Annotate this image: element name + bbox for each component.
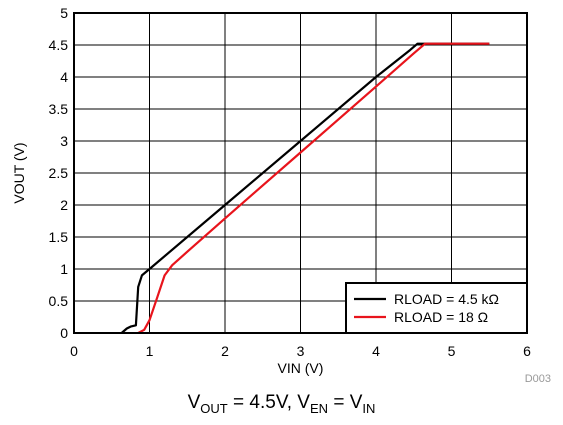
y-axis-tick-labels: 0 0.5 1 1.5 2 2.5 3 3.5 4 4.5 5 bbox=[49, 5, 69, 341]
x-tick-label: 2 bbox=[221, 343, 229, 359]
y-tick-label: 2 bbox=[60, 197, 68, 213]
chart-caption: VOUT = 4.5V, VEN = VIN bbox=[0, 392, 563, 416]
y-axis-title: VOUT (V) bbox=[11, 142, 27, 203]
y-tick-label: 4 bbox=[60, 69, 68, 85]
legend-label-1: RLOAD = 4.5 kΩ bbox=[394, 291, 499, 307]
series-layer bbox=[120, 42, 490, 334]
caption-sub-en: EN bbox=[309, 400, 329, 416]
y-tick-label: 0.5 bbox=[49, 293, 69, 309]
series-line-2 bbox=[137, 42, 490, 334]
caption-v1: V bbox=[187, 392, 201, 413]
y-tick-label: 1.5 bbox=[49, 229, 69, 245]
caption-sub-out: OUT bbox=[200, 400, 228, 416]
x-axis-tick-labels: 0 1 2 3 4 5 6 bbox=[70, 343, 531, 359]
x-tick-label: 6 bbox=[523, 343, 531, 359]
legend: RLOAD = 4.5 kΩ RLOAD = 18 Ω bbox=[345, 282, 528, 334]
figure-id: D003 bbox=[525, 373, 551, 385]
x-tick-label: 3 bbox=[297, 343, 305, 359]
caption-mid2: = V bbox=[328, 392, 363, 413]
y-tick-label: 4.5 bbox=[49, 37, 69, 53]
series-line-1 bbox=[120, 42, 490, 334]
x-tick-label: 4 bbox=[372, 343, 380, 359]
x-tick-label: 0 bbox=[70, 343, 78, 359]
caption-mid: = 4.5V, V bbox=[227, 392, 310, 413]
y-tick-label: 0 bbox=[60, 325, 68, 341]
legend-box bbox=[345, 282, 528, 334]
y-tick-label: 1 bbox=[60, 261, 68, 277]
legend-label-2: RLOAD = 18 Ω bbox=[394, 309, 488, 325]
plot-frame bbox=[73, 12, 528, 334]
y-tick-label: 3.5 bbox=[49, 101, 69, 117]
caption-sub-in: IN bbox=[362, 400, 376, 416]
y-tick-label: 3 bbox=[60, 133, 68, 149]
x-tick-label: 5 bbox=[448, 343, 456, 359]
x-axis-title: VIN (V) bbox=[278, 360, 324, 376]
x-tick-label: 1 bbox=[146, 343, 154, 359]
y-tick-label: 5 bbox=[60, 5, 68, 21]
y-tick-label: 2.5 bbox=[49, 165, 69, 181]
